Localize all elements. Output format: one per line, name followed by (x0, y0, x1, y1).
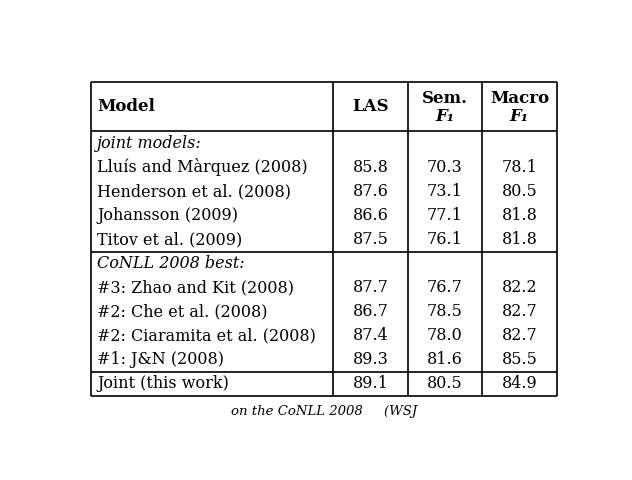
Text: F₁: F₁ (435, 108, 454, 125)
Text: 89.3: 89.3 (353, 351, 389, 368)
Text: 76.1: 76.1 (427, 231, 463, 248)
Text: Macro: Macro (490, 90, 549, 107)
Text: 89.1: 89.1 (353, 375, 389, 392)
Text: 87.4: 87.4 (353, 327, 388, 344)
Text: on the CoNLL 2008     (WSJ: on the CoNLL 2008 (WSJ (231, 405, 417, 418)
Text: CoNLL 2008 best:: CoNLL 2008 best: (97, 255, 245, 272)
Text: Henderson et al. (2008): Henderson et al. (2008) (97, 183, 291, 200)
Text: 81.8: 81.8 (501, 231, 537, 248)
Text: LAS: LAS (352, 98, 389, 115)
Text: 87.6: 87.6 (353, 183, 389, 200)
Text: 78.5: 78.5 (427, 303, 463, 320)
Text: Titov et al. (2009): Titov et al. (2009) (97, 231, 243, 248)
Text: #1: J&N (2008): #1: J&N (2008) (97, 351, 224, 368)
Text: 78.1: 78.1 (501, 159, 537, 176)
Text: 80.5: 80.5 (427, 375, 463, 392)
Text: #2: Che et al. (2008): #2: Che et al. (2008) (97, 303, 267, 320)
Text: Model: Model (97, 98, 155, 115)
Text: 87.5: 87.5 (353, 231, 389, 248)
Text: 84.9: 84.9 (501, 375, 537, 392)
Text: 82.7: 82.7 (501, 327, 537, 344)
Text: 87.7: 87.7 (353, 279, 389, 296)
Text: 86.7: 86.7 (353, 303, 389, 320)
Text: 76.7: 76.7 (427, 279, 463, 296)
Text: 81.8: 81.8 (501, 207, 537, 224)
Text: 73.1: 73.1 (427, 183, 463, 200)
Text: 82.7: 82.7 (501, 303, 537, 320)
Text: joint models:: joint models: (97, 135, 202, 152)
Text: 85.8: 85.8 (353, 159, 389, 176)
Text: 85.5: 85.5 (501, 351, 537, 368)
Text: #3: Zhao and Kit (2008): #3: Zhao and Kit (2008) (97, 279, 294, 296)
Text: Lluís and Màrquez (2008): Lluís and Màrquez (2008) (97, 158, 308, 176)
Text: 82.2: 82.2 (502, 279, 537, 296)
Text: F₁: F₁ (510, 108, 529, 125)
Text: 77.1: 77.1 (427, 207, 463, 224)
Text: 86.6: 86.6 (353, 207, 389, 224)
Text: Johansson (2009): Johansson (2009) (97, 207, 238, 224)
Text: Sem.: Sem. (422, 90, 468, 107)
Text: 81.6: 81.6 (427, 351, 463, 368)
Text: 80.5: 80.5 (501, 183, 537, 200)
Text: 70.3: 70.3 (427, 159, 463, 176)
Text: Joint (this work): Joint (this work) (97, 375, 229, 392)
Text: #2: Ciaramita et al. (2008): #2: Ciaramita et al. (2008) (97, 327, 316, 344)
Text: 78.0: 78.0 (427, 327, 463, 344)
